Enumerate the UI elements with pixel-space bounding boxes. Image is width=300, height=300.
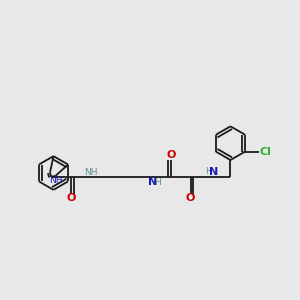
Text: N: N [209, 167, 218, 177]
Text: O: O [186, 193, 195, 203]
Text: H: H [205, 167, 212, 176]
Text: O: O [166, 150, 175, 161]
Text: O: O [67, 193, 76, 203]
Text: NH: NH [84, 168, 98, 177]
Text: H: H [154, 178, 161, 187]
Text: Cl: Cl [259, 147, 271, 157]
Text: NH: NH [49, 176, 62, 185]
Text: N: N [148, 177, 157, 187]
